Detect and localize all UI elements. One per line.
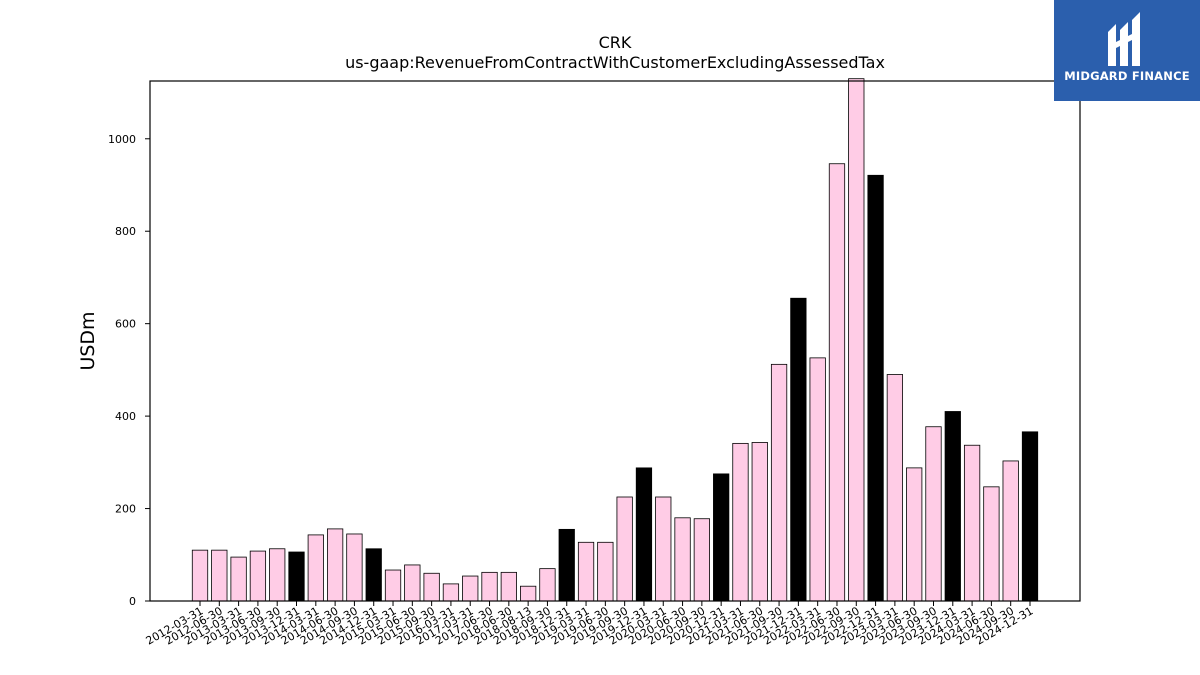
bar-2014-12-31 — [365, 548, 382, 602]
bar-2020-09-30 — [693, 518, 710, 602]
bar-2018-06-30 — [500, 571, 517, 602]
bar-2018-09-30 — [539, 568, 556, 602]
bar-2017-06-30 — [481, 571, 498, 602]
bar-2024-06-30 — [983, 486, 1000, 602]
bar-2018-12-31 — [558, 528, 575, 602]
midgard-finance-logo: MIDGARD FINANCE — [1054, 0, 1200, 101]
bar-2014-03-31 — [307, 534, 324, 602]
y-tick-label: 200 — [115, 503, 136, 516]
bar-2020-03-31 — [655, 496, 672, 602]
midgard-logo-mark-icon — [1108, 12, 1140, 66]
bar-2022-06-30 — [828, 163, 846, 602]
bar-2015-06-30 — [404, 564, 421, 602]
bar-2023-09-30 — [925, 426, 942, 602]
bar-2023-06-30 — [906, 467, 923, 602]
bar-2021-06-30 — [751, 442, 768, 602]
bar-2017-03-31 — [462, 575, 479, 602]
bar-2023-12-31 — [944, 411, 961, 602]
bar-2014-09-30 — [346, 533, 363, 602]
y-tick-label: 0 — [129, 595, 136, 608]
plot-frame — [149, 80, 1081, 602]
bars-group — [191, 78, 1039, 602]
bar-2014-06-30 — [326, 528, 344, 602]
bar-2015-03-31 — [384, 569, 402, 602]
x-ticks-group: 2012-03-312012-06-302013-03-312013-06-30… — [144, 601, 1036, 648]
y-tick-label: 1000 — [108, 133, 136, 146]
bar-2021-12-31 — [790, 297, 807, 602]
bar-2015-09-30 — [423, 572, 440, 602]
bar-2019-03-31 — [577, 541, 595, 602]
bar-2022-09-30 — [848, 78, 865, 602]
y-ticks-group: 0 200 400 600 800 1000 — [108, 133, 150, 608]
bar-2013-03-31 — [230, 556, 247, 602]
y-tick-label: 400 — [115, 410, 136, 423]
bar-2024-12-31 — [1021, 431, 1039, 602]
bar-2013-06-30 — [249, 550, 267, 602]
y-axis-label: USDm — [77, 311, 99, 370]
bar-2021-09-30 — [770, 363, 788, 602]
y-tick-label: 800 — [115, 225, 136, 238]
bar-2021-03-31 — [732, 442, 749, 602]
chart-subtitle: us-gaap:RevenueFromContractWithCustomerE… — [345, 53, 885, 72]
bar-2022-12-31 — [867, 174, 884, 602]
bar-2023-03-31 — [886, 374, 904, 602]
bar-2019-06-30 — [597, 541, 614, 602]
chart-title: CRK — [599, 33, 632, 52]
bar-2020-12-31 — [713, 473, 730, 602]
bar-2016-03-31 — [442, 583, 460, 602]
bar-2020-06-30 — [674, 517, 691, 602]
bar-2024-03-31 — [963, 444, 981, 602]
bar-2022-03-31 — [809, 357, 826, 602]
bar-2013-12-31 — [288, 551, 305, 602]
bar-2013-09-30 — [269, 548, 286, 602]
y-tick-label: 600 — [115, 318, 136, 331]
bar-2019-12-31 — [635, 467, 653, 602]
bar-2012-03-31 — [191, 549, 209, 602]
logo-text: MIDGARD FINANCE — [1064, 69, 1190, 83]
bar-2019-09-30 — [616, 496, 633, 602]
bar-2012-06-30 — [211, 549, 228, 602]
bar-2024-09-30 — [1002, 460, 1019, 602]
bar-2018-08-13 — [520, 585, 537, 602]
